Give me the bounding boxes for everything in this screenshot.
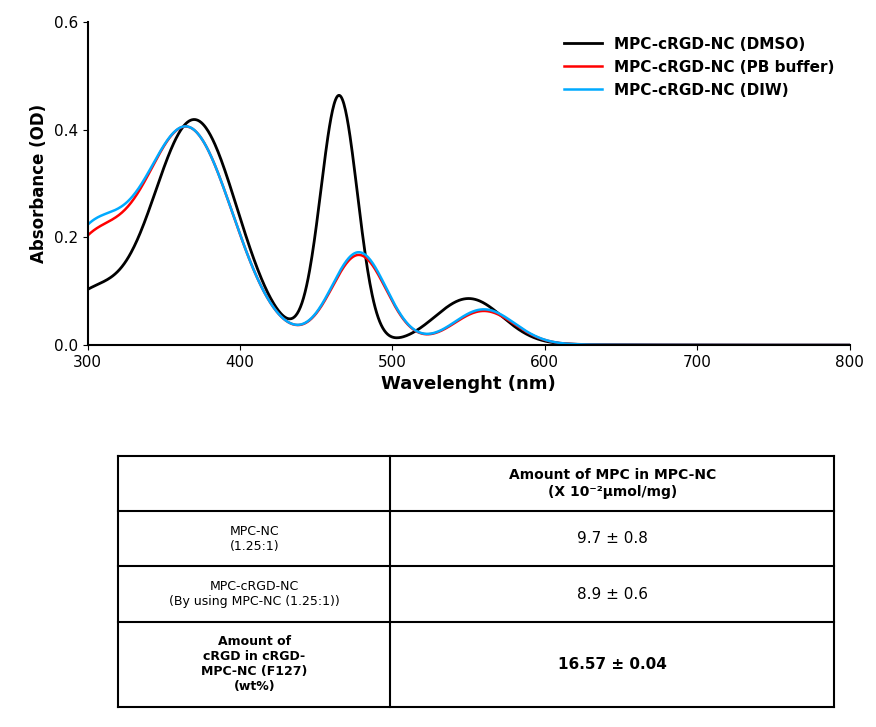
Line: MPC-cRGD-NC (PB buffer): MPC-cRGD-NC (PB buffer) bbox=[88, 126, 850, 345]
MPC-cRGD-NC (DIW) bbox=[82, 220, 93, 229]
MPC-cRGD-NC (DIW) bbox=[606, 340, 617, 349]
MPC-cRGD-NC (DIW) bbox=[691, 341, 702, 350]
Line: MPC-cRGD-NC (DMSO): MPC-cRGD-NC (DMSO) bbox=[88, 95, 850, 345]
Text: 9.7 ± 0.8: 9.7 ± 0.8 bbox=[577, 531, 648, 546]
MPC-cRGD-NC (DIW) bbox=[180, 122, 190, 131]
Text: MPC-NC
(1.25:1): MPC-NC (1.25:1) bbox=[230, 525, 279, 553]
MPC-cRGD-NC (DMSO) bbox=[82, 285, 93, 294]
MPC-cRGD-NC (DMSO) bbox=[677, 341, 688, 350]
MPC-cRGD-NC (DIW) bbox=[419, 329, 429, 338]
MPC-cRGD-NC (DMSO) bbox=[606, 340, 617, 349]
MPC-cRGD-NC (PB buffer) bbox=[392, 305, 402, 313]
MPC-cRGD-NC (DMSO) bbox=[334, 91, 344, 100]
MPC-cRGD-NC (PB buffer) bbox=[419, 329, 429, 338]
X-axis label: Wavelenght (nm): Wavelenght (nm) bbox=[381, 375, 556, 393]
Text: Amount of MPC in MPC-NC
(X 10⁻²μmol/mg): Amount of MPC in MPC-NC (X 10⁻²μmol/mg) bbox=[509, 468, 716, 499]
Text: Amount of
cRGD in cRGD-
MPC-NC (F127)
(wt%): Amount of cRGD in cRGD- MPC-NC (F127) (w… bbox=[201, 635, 307, 694]
MPC-cRGD-NC (DIW) bbox=[677, 341, 688, 350]
Text: 16.57 ± 0.04: 16.57 ± 0.04 bbox=[558, 657, 667, 672]
MPC-cRGD-NC (PB buffer) bbox=[180, 122, 190, 131]
MPC-cRGD-NC (DIW) bbox=[160, 139, 171, 148]
MPC-cRGD-NC (DMSO) bbox=[160, 159, 171, 168]
MPC-cRGD-NC (PB buffer) bbox=[677, 341, 688, 350]
MPC-cRGD-NC (PB buffer) bbox=[160, 140, 171, 148]
MPC-cRGD-NC (DIW) bbox=[392, 303, 402, 312]
MPC-cRGD-NC (DMSO) bbox=[844, 341, 855, 350]
MPC-cRGD-NC (PB buffer) bbox=[844, 341, 855, 350]
Legend: MPC-cRGD-NC (DMSO), MPC-cRGD-NC (PB buffer), MPC-cRGD-NC (DIW): MPC-cRGD-NC (DMSO), MPC-cRGD-NC (PB buff… bbox=[556, 30, 842, 105]
MPC-cRGD-NC (PB buffer) bbox=[82, 231, 93, 240]
Y-axis label: Absorbance (OD): Absorbance (OD) bbox=[30, 104, 48, 263]
MPC-cRGD-NC (PB buffer) bbox=[691, 341, 702, 350]
MPC-cRGD-NC (DMSO) bbox=[691, 341, 702, 350]
MPC-cRGD-NC (DMSO) bbox=[419, 321, 429, 329]
Text: 8.9 ± 0.6: 8.9 ± 0.6 bbox=[577, 587, 648, 602]
Line: MPC-cRGD-NC (DIW): MPC-cRGD-NC (DIW) bbox=[88, 126, 850, 345]
MPC-cRGD-NC (PB buffer) bbox=[606, 340, 617, 349]
MPC-cRGD-NC (DIW) bbox=[844, 341, 855, 350]
MPC-cRGD-NC (DMSO) bbox=[392, 334, 402, 342]
Text: MPC-cRGD-NC
(By using MPC-NC (1.25:1)): MPC-cRGD-NC (By using MPC-NC (1.25:1)) bbox=[169, 580, 340, 608]
